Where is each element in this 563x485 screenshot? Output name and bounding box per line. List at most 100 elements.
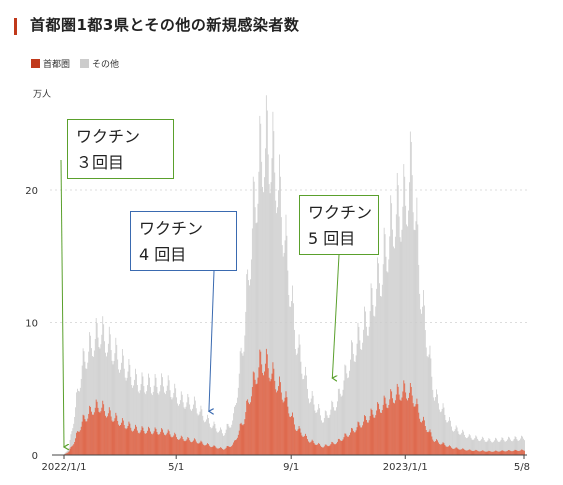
bar-other [91, 348, 92, 455]
bar-other [466, 437, 468, 455]
bar-capital [485, 451, 487, 455]
bar-other [291, 301, 292, 455]
bar-other [506, 440, 508, 455]
bar-capital [454, 448, 456, 455]
bar-other [284, 240, 286, 455]
bar-capital [342, 439, 344, 455]
bar-other [481, 436, 483, 455]
bar-capital [403, 380, 405, 455]
x-tick-label: 2022/1/1 [42, 462, 87, 473]
bar-other [113, 360, 115, 455]
bar-other [299, 344, 301, 455]
bar-other [81, 365, 83, 455]
bar-capital [477, 450, 479, 455]
x-tick-label: 5/8 [514, 462, 530, 473]
bar-other [152, 391, 154, 455]
bar-capital [475, 449, 477, 455]
bar-other [157, 393, 159, 455]
bar-capital [291, 415, 292, 455]
bar-capital [521, 449, 522, 455]
bar-capital [269, 381, 271, 455]
bar-other [121, 349, 123, 455]
bar-capital [116, 415, 118, 455]
bar-other [426, 356, 428, 455]
bar-capital [229, 447, 231, 455]
bar-capital [204, 445, 206, 455]
bar-other [452, 430, 453, 455]
legend-swatch-other [80, 59, 90, 68]
bar-capital [200, 440, 202, 455]
bar-capital [307, 439, 308, 455]
bar-capital [134, 428, 135, 455]
bar-other [295, 355, 297, 455]
bar-other [119, 372, 120, 455]
bar-capital [168, 431, 170, 455]
bar-other [385, 256, 387, 455]
bar-other [403, 164, 405, 455]
bar-capital [226, 446, 228, 455]
bar-other [471, 439, 473, 455]
bar-other [72, 428, 74, 455]
bar-capital [209, 446, 211, 455]
bar-capital [78, 431, 79, 455]
bar-other [377, 257, 379, 455]
bar-capital [227, 445, 229, 455]
bar-capital [284, 397, 286, 455]
bar-other [197, 415, 199, 455]
bar-capital [246, 400, 248, 455]
bar-other [135, 368, 136, 455]
bar-other [505, 441, 507, 455]
bar-other [408, 210, 409, 455]
bar-other [189, 404, 191, 455]
bar-capital [336, 443, 337, 455]
bar-other [215, 428, 217, 455]
bar-capital [488, 450, 490, 455]
bar-capital [276, 392, 278, 455]
bar-capital [408, 397, 409, 455]
bar-capital [395, 394, 397, 455]
bar-capital [170, 436, 172, 455]
bar-capital [473, 450, 475, 455]
bar-other [110, 350, 112, 455]
bar-capital [238, 430, 240, 455]
x-tick-label: 5/1 [168, 462, 184, 473]
bar-capital [213, 445, 215, 455]
bar-capital [233, 442, 235, 455]
bar-other [275, 200, 277, 455]
bar-capital [446, 446, 448, 455]
bar-other [250, 259, 252, 455]
bar-capital [129, 423, 131, 455]
bar-other [335, 410, 336, 455]
bar-other [333, 407, 335, 455]
bar-capital [67, 452, 69, 455]
bar-capital [387, 408, 389, 455]
bar-other [183, 407, 185, 455]
bar-capital [278, 386, 279, 455]
bar-capital [184, 441, 186, 455]
bar-capital [244, 419, 246, 455]
bar-capital [249, 404, 250, 455]
bar-other [127, 371, 129, 455]
bar-capital [135, 426, 137, 455]
bar-capital [163, 432, 164, 455]
bar-other [337, 401, 338, 455]
bar-other [459, 434, 461, 455]
bar-capital [390, 389, 392, 455]
bar-other [523, 438, 524, 455]
bar-capital [117, 420, 119, 455]
bar-other [491, 442, 493, 455]
bar-capital [212, 446, 214, 455]
bar-capital [182, 439, 184, 455]
bar-capital [482, 450, 484, 455]
bar-other [454, 429, 456, 455]
bar-capital [512, 451, 514, 455]
bar-other [209, 427, 211, 455]
bar-capital [484, 451, 486, 455]
bar-other [327, 417, 329, 455]
bar-other [264, 177, 265, 455]
bar-capital [273, 368, 275, 455]
bar-other [452, 431, 454, 455]
bar-other [236, 402, 237, 455]
bar-capital [310, 441, 312, 455]
